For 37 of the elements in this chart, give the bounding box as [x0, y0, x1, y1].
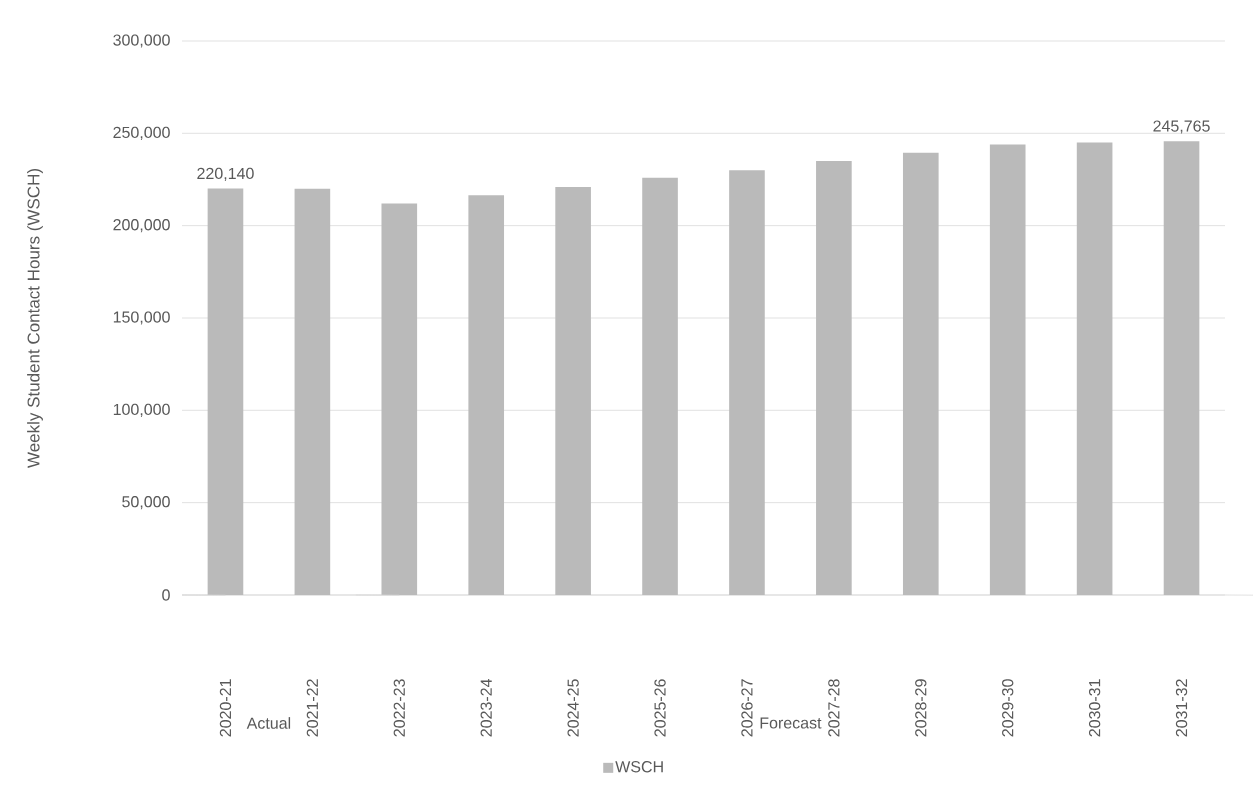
bar [555, 186, 591, 595]
x-tick-label: 2024-25 [567, 679, 579, 737]
bar [642, 177, 678, 595]
bar [729, 170, 765, 595]
x-tick-label: 2029-30 [1002, 679, 1014, 737]
bar [989, 144, 1026, 595]
bar [1076, 142, 1113, 595]
y-tick-label: 250,000 [113, 126, 170, 140]
x-tick-label: 2030-31 [1088, 679, 1101, 737]
x-tick-label: 2022-23 [393, 679, 405, 737]
x-tick-label: 2031-32 [1175, 679, 1188, 737]
bar [468, 195, 505, 595]
x-tick-label: 2027-28 [828, 679, 840, 737]
bar [207, 188, 244, 595]
bar [1163, 141, 1200, 595]
x-tick-label: 2028-29 [915, 679, 927, 737]
x-tick-label: 2025-26 [654, 679, 666, 737]
y-tick-label: 200,000 [113, 219, 170, 233]
bar [381, 203, 418, 595]
y-tick-label: 100,000 [113, 403, 170, 417]
y-tick-label: 0 [162, 589, 170, 601]
bar [816, 161, 852, 595]
y-tick-label: 300,000 [113, 34, 170, 48]
text: Forecast [760, 717, 822, 729]
y-tick-label: 150,000 [113, 311, 170, 325]
x-tick-label: 2020-21 [219, 679, 232, 737]
legend-label: WSCH [615, 761, 663, 773]
data-label: 245,765 [1153, 120, 1210, 134]
y-tick-label: 50,000 [122, 496, 170, 510]
x-tick-label: 2023-24 [480, 679, 492, 737]
y-axis-title: Weekly Student Contact Hours (WSCH) [27, 169, 43, 468]
text: Actual [246, 717, 291, 729]
data-label: 220,140 [197, 167, 254, 181]
x-tick-label: 2026-27 [741, 679, 753, 737]
bar [294, 188, 331, 595]
x-tick-label: 2021-22 [306, 679, 319, 737]
bar [902, 152, 939, 595]
